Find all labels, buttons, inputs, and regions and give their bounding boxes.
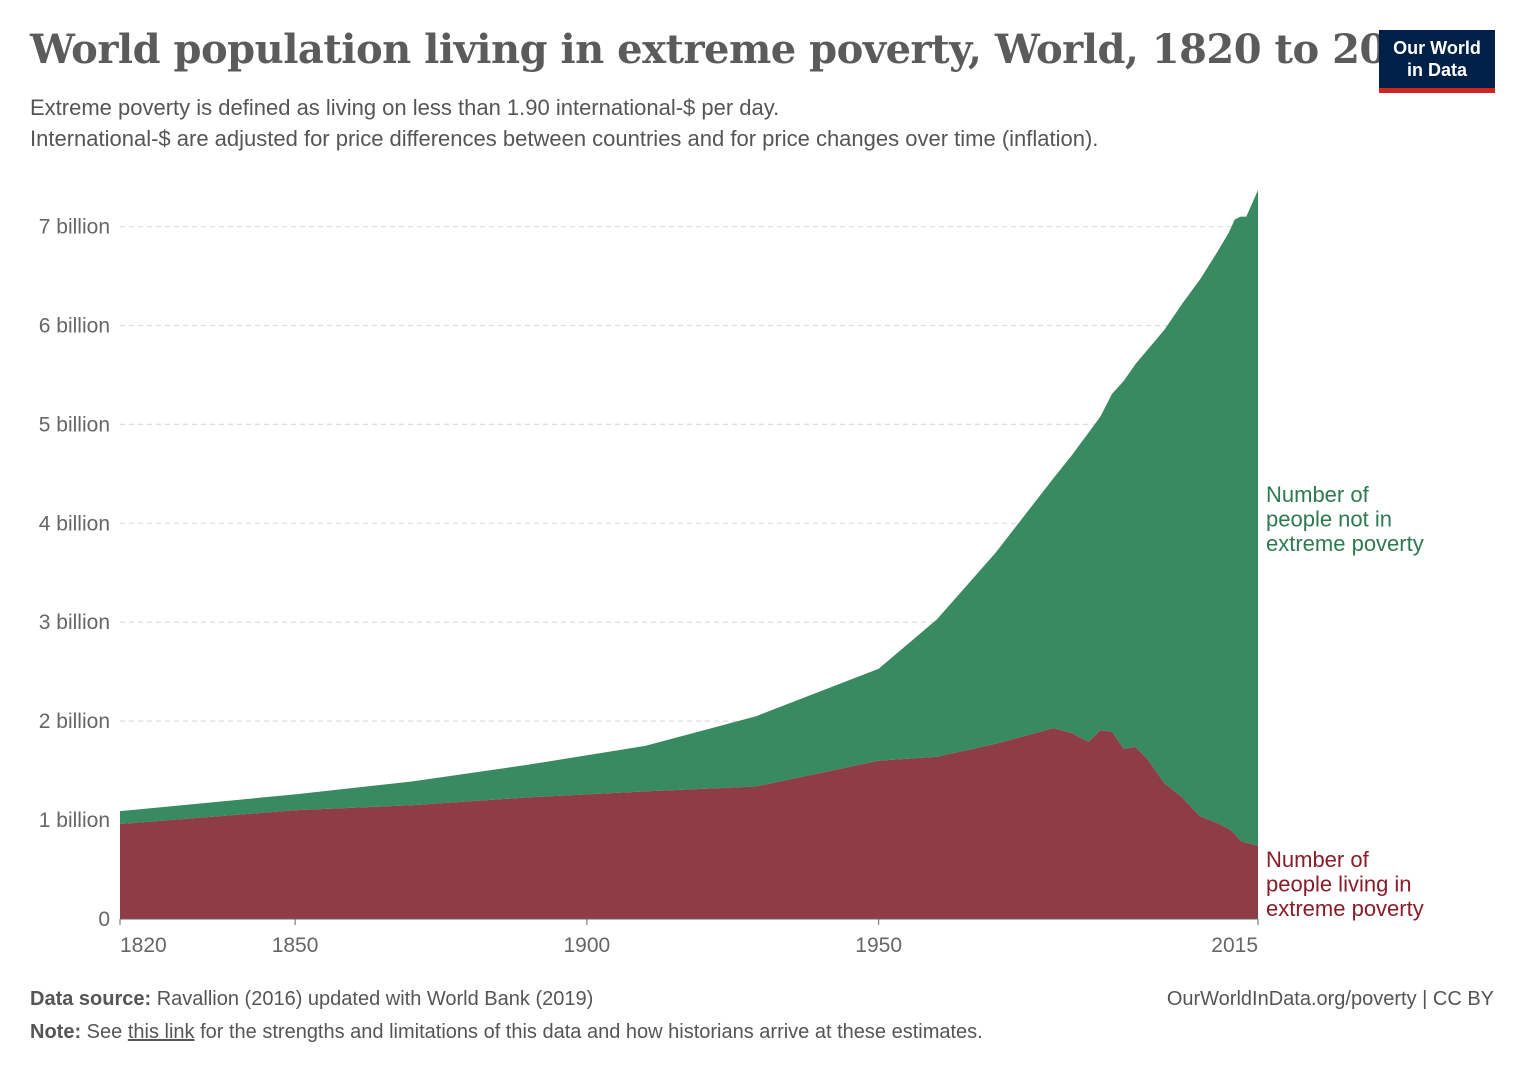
series-labels: Number of people not in extreme poverty Num… [1266, 482, 1424, 921]
area-not-in-extreme-poverty [120, 189, 1258, 846]
logo-line-2: in Data [1406, 60, 1467, 80]
note: Note: See this link for the strengths an… [30, 1021, 983, 1044]
note-post: for the strengths and limitations of thi… [200, 1021, 983, 1043]
credit-link[interactable]: OurWorldInData.org/poverty | CC BY [1166, 988, 1494, 1010]
subtitle-line-2: International-$ are adjusted for price d… [30, 126, 1099, 151]
area-extreme-poverty [120, 728, 1258, 919]
x-tick-label: 1820 [120, 934, 167, 957]
x-tick-label: 1950 [855, 934, 902, 957]
chart-title: World population living in extreme pover… [30, 26, 1442, 73]
y-tick-label: 3 billion [39, 611, 110, 634]
owid-logo[interactable]: Our World in Data [1379, 30, 1495, 93]
x-tick-label: 2015 [1211, 934, 1258, 957]
y-tick-label: 6 billion [39, 314, 110, 337]
x-tick-label: 1900 [564, 934, 611, 957]
y-tick-label: 7 billion [39, 216, 110, 239]
note-label: Note: [30, 1021, 82, 1043]
label-extreme-poverty: Number of people living in extreme poverty [1266, 847, 1424, 921]
y-tick-label: 4 billion [39, 512, 110, 535]
y-tick-label: 0 [98, 908, 110, 931]
source-label: Data source: [30, 988, 152, 1010]
note-link[interactable]: this link [127, 1021, 195, 1043]
area-series [120, 189, 1258, 919]
note-pre: See [86, 1021, 123, 1043]
chart-subtitle: Extreme poverty is defined as living on … [30, 92, 1098, 154]
data-source: Data source: Ravallion (2016) updated wi… [30, 988, 593, 1011]
axes: 0 1 billion 2 billion 3 billion 4 billion 5 b… [39, 216, 1259, 957]
x-tick-label: 1850 [272, 934, 319, 957]
y-tick-label: 5 billion [39, 413, 110, 436]
y-tick-label: 1 billion [39, 809, 110, 832]
subtitle-line-1: Extreme poverty is defined as living on … [30, 95, 780, 120]
label-not-in-extreme-poverty: Number of people not in extreme poverty [1266, 482, 1424, 556]
source-text: Ravallion (2016) updated with World Bank… [156, 988, 594, 1010]
logo-line-1: Our World [1393, 38, 1481, 58]
y-tick-label: 2 billion [39, 710, 110, 733]
